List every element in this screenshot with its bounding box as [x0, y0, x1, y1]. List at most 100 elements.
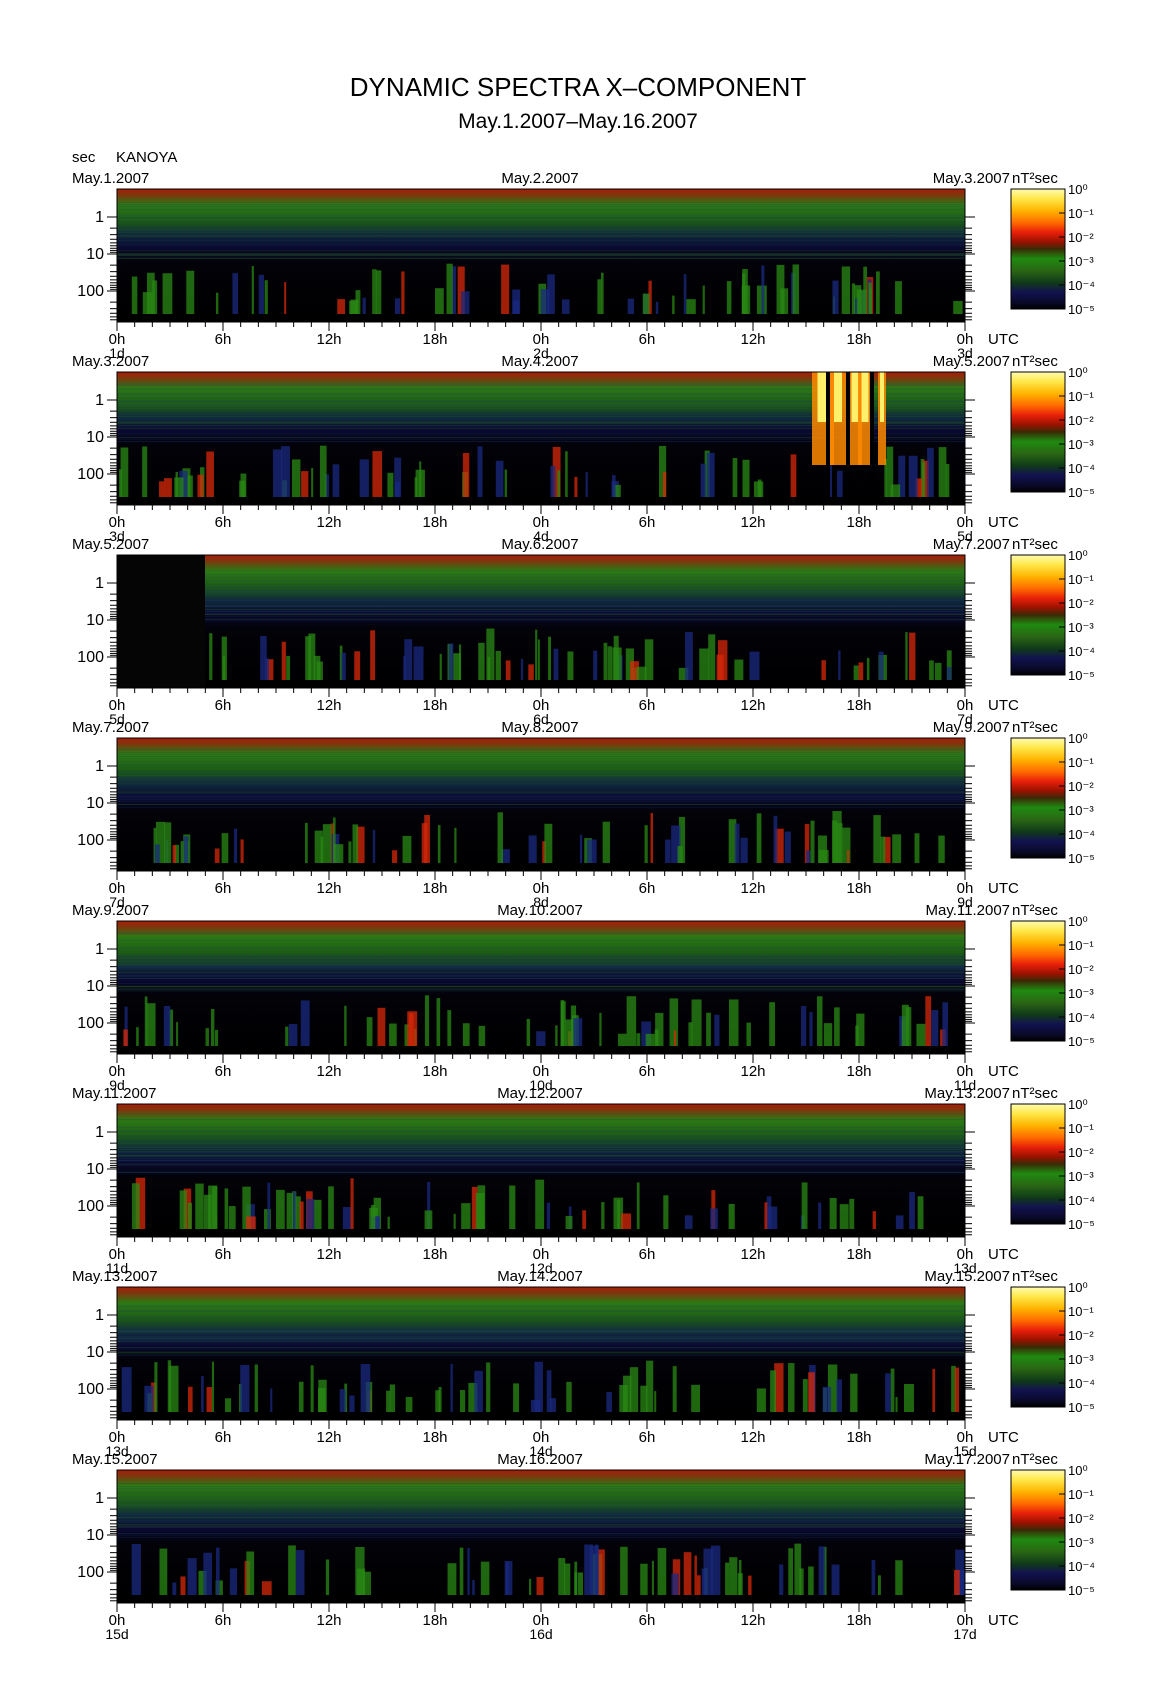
spectrogram-burst [439, 653, 442, 680]
colorbar-tick-label: 10⁻³ [1068, 620, 1094, 635]
spectrogram-burst [922, 462, 926, 497]
spectrogram-burst [806, 850, 811, 863]
spectrogram-burst [163, 1005, 171, 1046]
spectrogram-burst [549, 1398, 556, 1412]
spectrogram-burst [626, 996, 637, 1046]
x-tick-label: 18h [422, 1429, 447, 1446]
spectrogram-burst [288, 1545, 296, 1595]
spectrogram-burst [172, 845, 176, 863]
spectrogram-burst [260, 635, 267, 680]
spectrogram-burst [946, 650, 952, 680]
spectrogram-burst [540, 289, 550, 314]
spectrogram-burst [131, 276, 138, 314]
spectrogram-burst [350, 1178, 354, 1229]
x-tick-label: 12h [316, 1063, 341, 1080]
spectrogram-burst [599, 1012, 602, 1046]
colorbar-tick-label: 10⁻³ [1068, 803, 1094, 818]
colorbar-tick-label: 10⁻² [1068, 596, 1094, 611]
spectrogram-burst [654, 1391, 657, 1412]
spectrogram-burst [172, 1582, 177, 1595]
spectrogram-burst [678, 816, 686, 863]
x-tick-label: 18h [422, 514, 447, 531]
spectrogram-burst [779, 1564, 784, 1595]
spectrogram-burst [901, 1004, 909, 1046]
colorbar-tick-label: 10⁻⁴ [1068, 1010, 1095, 1025]
spectrogram-burst [520, 658, 524, 680]
spectrogram-burst [414, 477, 418, 497]
spectrogram-burst [775, 828, 784, 863]
spectrogram-burst [706, 1012, 711, 1046]
spectrogram-burst [164, 822, 172, 863]
spectrogram-burst [215, 292, 219, 314]
spectrogram-burst [459, 1389, 466, 1412]
spectrogram-burst [451, 266, 457, 314]
colorbar [1010, 920, 1066, 1042]
y-tick-label: 100 [77, 466, 104, 483]
spectrogram-burst [685, 631, 693, 680]
spectrogram-burst [792, 264, 800, 314]
spectrogram-burst [587, 839, 597, 863]
spectrogram-burst [620, 1546, 628, 1595]
spectrogram-burst [895, 1560, 903, 1595]
panel-end-date: May.15.2007 [924, 1268, 1010, 1285]
spectrogram-burst [764, 1202, 768, 1229]
spectrogram-burst [203, 1194, 212, 1229]
spectrogram-burst [555, 1025, 558, 1046]
spectrogram-burst [404, 1024, 409, 1046]
x-tick-label: 6h [215, 1429, 232, 1446]
spectrogram-burst [233, 828, 238, 863]
spectrogram-burst [314, 830, 323, 863]
spectrogram-burst [198, 1570, 207, 1595]
spectrogram-burst [883, 836, 891, 863]
spectrogram-panel: May.1.2007 May.2.2007 May.3.2007 nT²sec 1 10 1… [72, 170, 1095, 361]
spectrogram-burst [151, 1382, 157, 1412]
spectrogram-burst [593, 650, 598, 680]
spectrogram-panel: May.7.2007 May.8.2007 May.9.2007 nT²sec 1 10 1… [72, 719, 1095, 910]
colorbar-tick-label: 10⁻⁴ [1068, 644, 1095, 659]
spectrogram-burst [480, 1561, 490, 1595]
spectrogram-burst [205, 1028, 209, 1046]
spectrogram-burst [584, 1544, 593, 1595]
spectrogram-burst [788, 1548, 794, 1595]
panel-start-date: May.15.2007 [72, 1451, 158, 1468]
panel-start-date: May.1.2007 [72, 170, 149, 187]
colorbar [1010, 371, 1066, 493]
spectrogram-burst [291, 459, 301, 497]
x-tick-label: 0h [957, 697, 974, 714]
spectrogram-burst [352, 824, 359, 863]
day-label: 7d [957, 711, 973, 727]
colorbar-tick-label: 10⁻¹ [1068, 1304, 1094, 1319]
spectrogram-burst [790, 454, 797, 497]
spectrogram-burst [810, 820, 815, 863]
spectrogram-burst [818, 1202, 822, 1229]
colorbar-tick-label: 10⁻⁵ [1068, 485, 1095, 500]
spectrogram-burst [281, 446, 290, 497]
spectrogram-burst [394, 457, 402, 497]
colorbar-tick-label: 10⁰ [1068, 731, 1088, 746]
spectrogram-burst [486, 628, 495, 680]
y-tick-label: 1 [95, 941, 104, 958]
spectrogram-burst [875, 271, 880, 314]
x-tick-label: 12h [316, 1429, 341, 1446]
spectrogram-burst [424, 1210, 433, 1229]
colorbar-tick-label: 10⁻¹ [1068, 755, 1094, 770]
spectrogram-burst [802, 1379, 808, 1412]
spectrogram-burst [799, 1568, 804, 1595]
spectrogram-burst [495, 650, 501, 680]
spectrogram-burst [240, 1365, 250, 1412]
spectrogram-burst [728, 999, 739, 1046]
spectrogram-burst [228, 1206, 236, 1229]
panel-mid-date: May.12.2007 [497, 1085, 583, 1102]
colorbar-unit-label: nT²sec [1012, 719, 1058, 736]
x-tick-label: 0h [957, 1429, 974, 1446]
x-tick-label: 0h [533, 1246, 550, 1263]
spectrogram-burst [224, 1188, 229, 1229]
colorbar [1010, 1469, 1066, 1591]
spectrogram-burst [822, 1386, 832, 1412]
spectrogram-burst [909, 1191, 915, 1229]
spectrogram-burst [877, 1575, 881, 1595]
panel-mid-date: May.8.2007 [501, 719, 578, 736]
storm-spike-core [880, 372, 884, 422]
x-tick-label: 12h [740, 1612, 765, 1629]
x-tick-label: 0h [109, 1612, 126, 1629]
